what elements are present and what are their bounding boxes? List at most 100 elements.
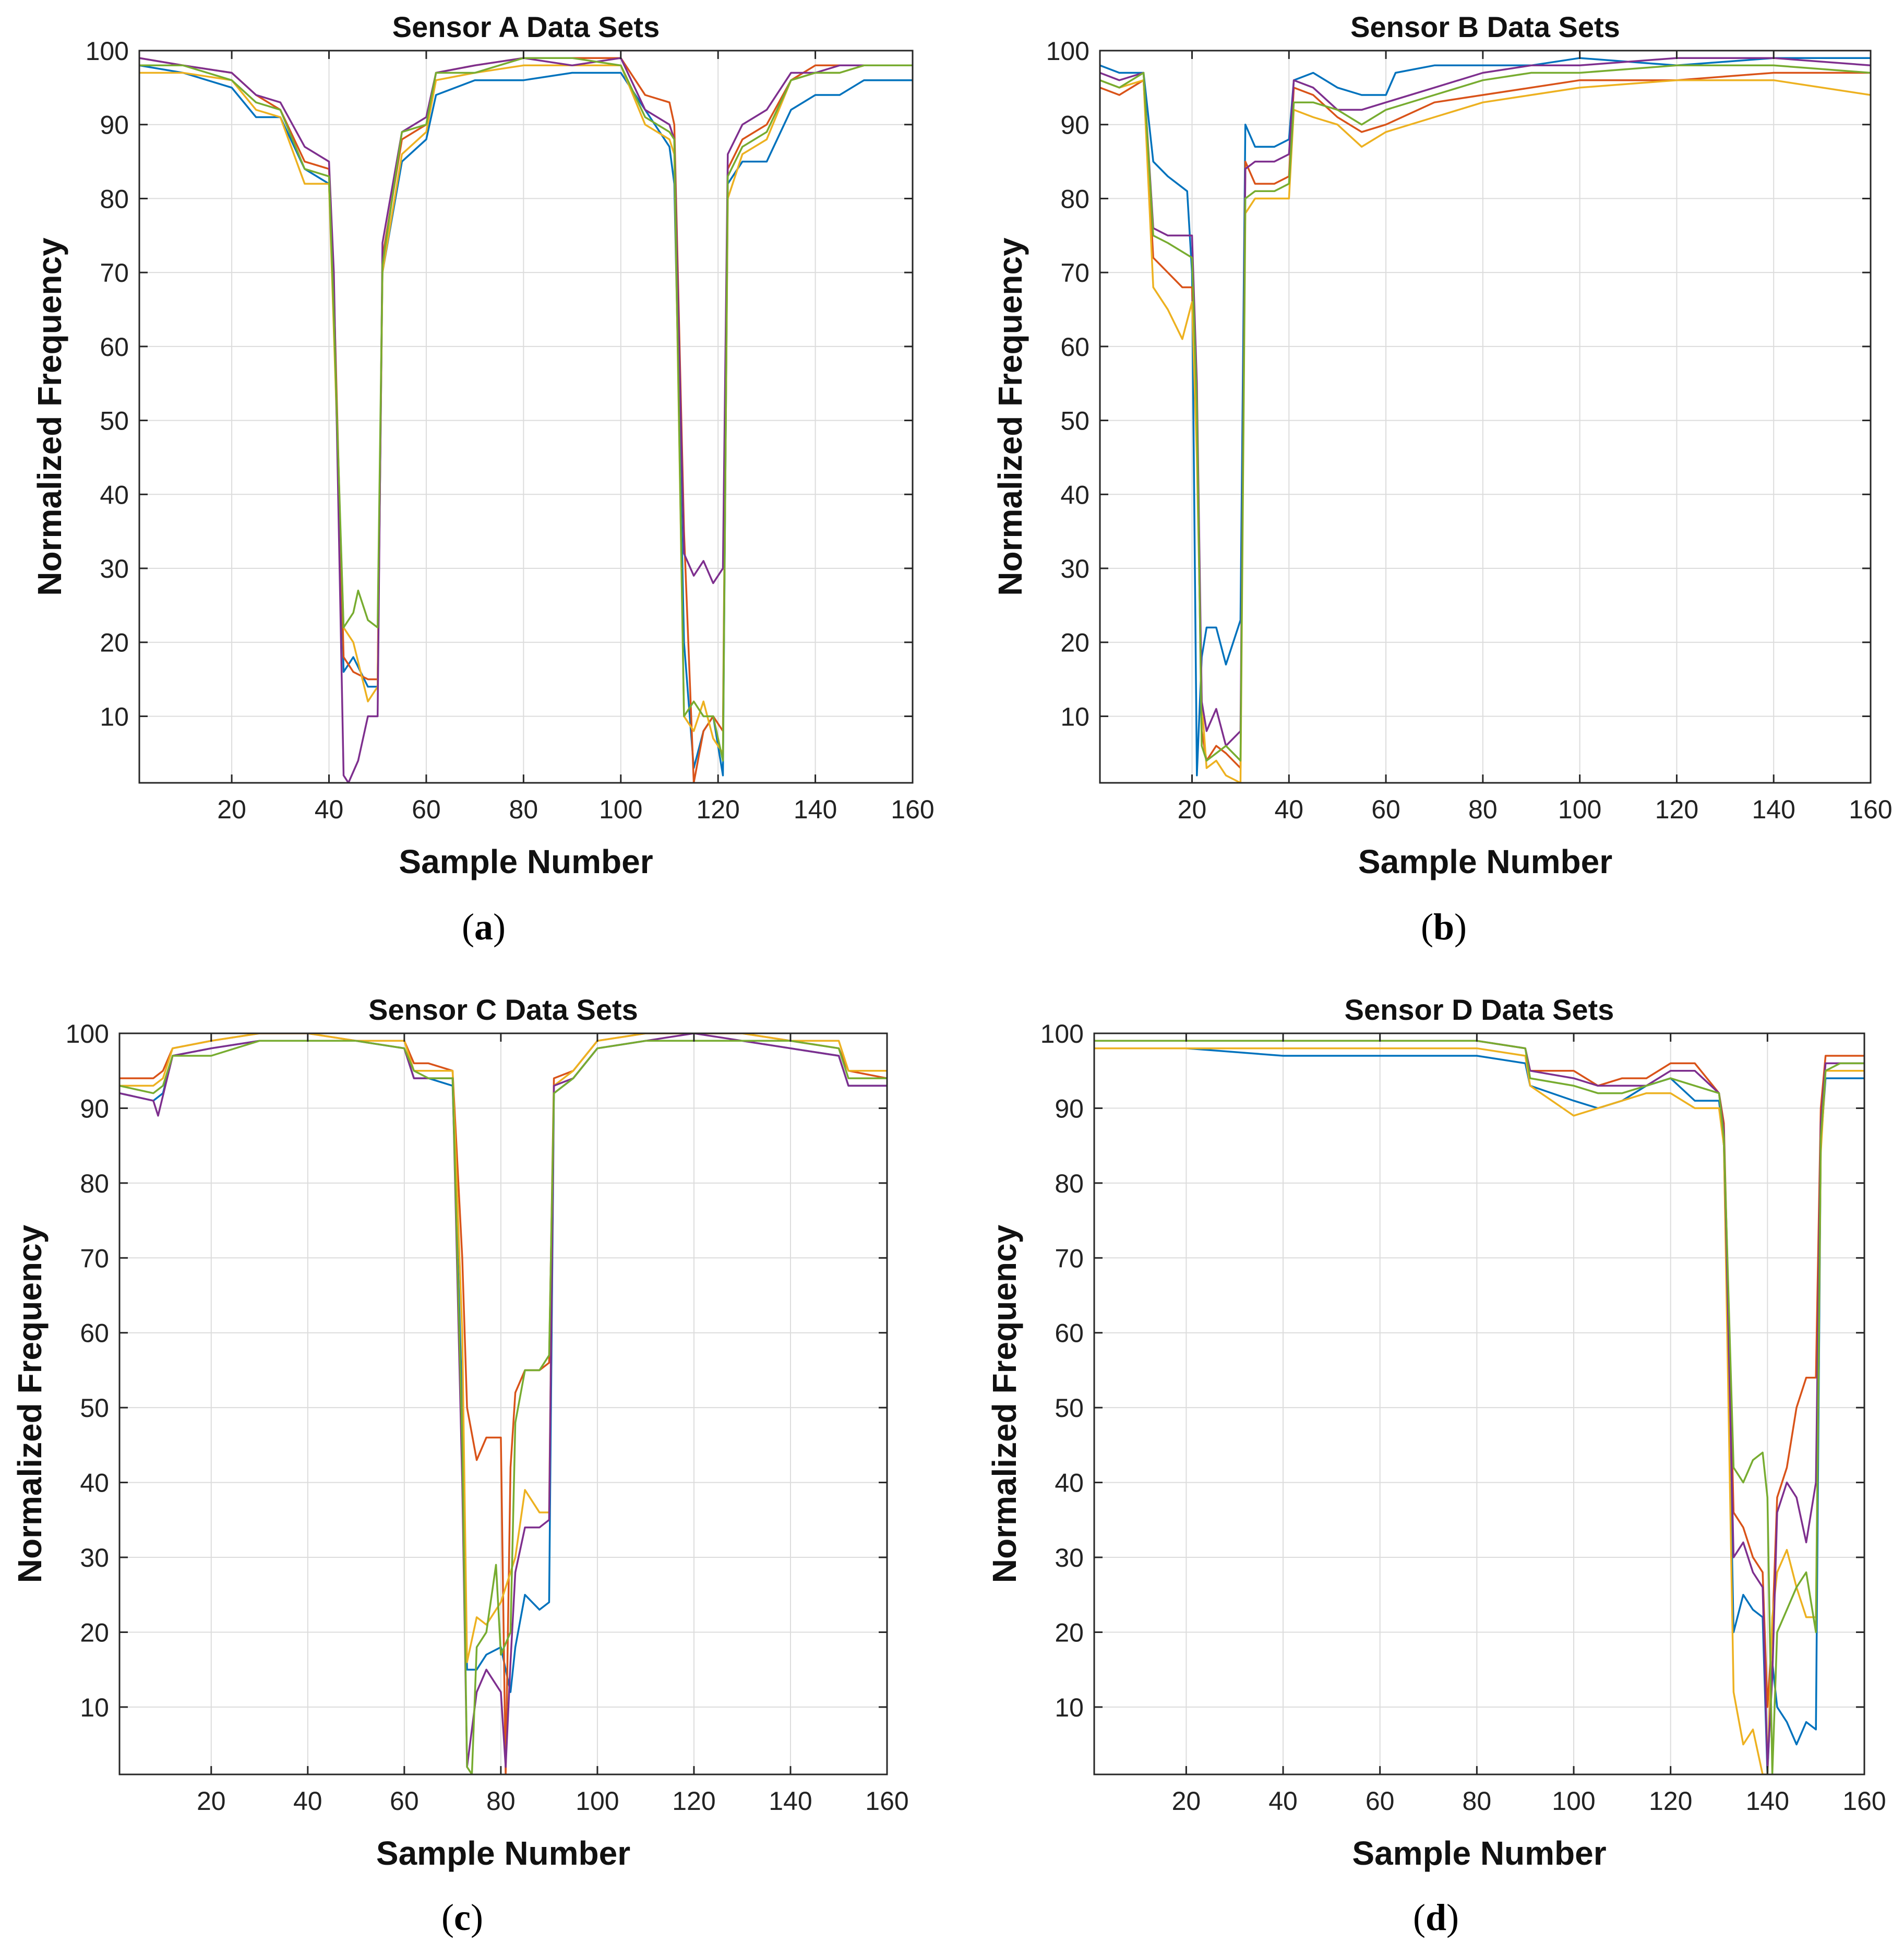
y-tick-label: 10 bbox=[80, 1693, 109, 1722]
series-group bbox=[1100, 57, 1871, 783]
x-tick-label: 40 bbox=[315, 795, 344, 824]
x-tick-label: 60 bbox=[1371, 795, 1400, 824]
series-line-3 bbox=[1094, 1047, 1864, 1774]
chart-c: 20 40 60 80 100 120 140 160 10 20 30 40 50 60 70 80 90 10… bbox=[11, 993, 909, 1938]
y-tick-label: 60 bbox=[80, 1319, 109, 1348]
y-tick-label: 80 bbox=[1060, 184, 1089, 213]
subfigure-caption: (d) bbox=[1413, 1897, 1459, 1938]
y-tick-label: 50 bbox=[1060, 407, 1089, 436]
x-axis-label: Sample Number bbox=[1358, 843, 1612, 880]
series-line-4 bbox=[1100, 57, 1871, 747]
x-axis-label: Sample Number bbox=[399, 843, 653, 880]
y-axis-label: Normalized Frequency bbox=[31, 237, 68, 596]
chart-title: Sensor C Data Sets bbox=[368, 993, 638, 1026]
series-line-5 bbox=[119, 1040, 887, 1774]
series-line-3 bbox=[139, 64, 913, 755]
axes-frame bbox=[118, 1032, 888, 1775]
series-group bbox=[1094, 1040, 1864, 1774]
y-tick-label: 20 bbox=[1060, 628, 1089, 658]
x-tick-label: 20 bbox=[197, 1786, 226, 1816]
series-line-2 bbox=[1100, 71, 1871, 769]
x-axis-label: Sample Number bbox=[376, 1834, 630, 1872]
y-tick-label: 70 bbox=[80, 1244, 109, 1273]
y-tick-label: 30 bbox=[80, 1543, 109, 1572]
series-line-5 bbox=[1094, 1040, 1864, 1774]
x-tick-label: 60 bbox=[390, 1786, 419, 1816]
x-tick-label: 120 bbox=[1655, 795, 1698, 824]
x-tick-label: 40 bbox=[1274, 795, 1303, 824]
y-tick-label: 70 bbox=[100, 258, 129, 288]
y-tick-label: 100 bbox=[1046, 37, 1089, 66]
y-tick-label: 50 bbox=[80, 1393, 109, 1423]
y-tick-label: 90 bbox=[100, 111, 129, 140]
y-axis-label: Normalized Frequency bbox=[11, 1224, 49, 1583]
y-tick-label: 80 bbox=[100, 184, 129, 213]
x-tick-label: 100 bbox=[576, 1786, 619, 1816]
x-tick-label: 120 bbox=[696, 795, 739, 824]
y-tick-label: 90 bbox=[1060, 111, 1089, 140]
x-tick-label: 20 bbox=[1172, 1786, 1201, 1816]
y-tick-label: 60 bbox=[1055, 1319, 1084, 1348]
subfigure-caption: (b) bbox=[1421, 906, 1467, 948]
x-tick-label: 80 bbox=[486, 1786, 516, 1816]
y-tick-label: 20 bbox=[80, 1618, 109, 1647]
x-tick-label: 140 bbox=[794, 795, 837, 824]
chart-b: 20 40 60 80 100 120 140 160 10 20 30 40 50 60 70 80 90 10… bbox=[991, 10, 1893, 948]
chart-d: 20 40 60 80 100 120 140 160 10 20 30 40 50 60 70 80 90 10… bbox=[986, 993, 1886, 1938]
y-axis-label: Normalized Frequency bbox=[986, 1224, 1023, 1583]
x-tick-label: 120 bbox=[672, 1786, 715, 1816]
x-tick-label: 100 bbox=[1558, 795, 1601, 824]
y-tick-label: 60 bbox=[100, 332, 129, 362]
series-group bbox=[119, 1033, 887, 1774]
x-tick-label: 100 bbox=[1552, 1786, 1595, 1816]
x-tick-label: 60 bbox=[1366, 1786, 1395, 1816]
y-tick-label: 20 bbox=[100, 628, 129, 658]
x-tick-label: 160 bbox=[1842, 1786, 1886, 1816]
x-tick-label: 80 bbox=[1463, 1786, 1492, 1816]
x-axis-label: Sample Number bbox=[1352, 1834, 1606, 1872]
y-tick-label: 60 bbox=[1060, 332, 1089, 362]
y-tick-label: 10 bbox=[100, 702, 129, 731]
subfigure-caption: (a) bbox=[462, 906, 506, 948]
y-tick-label: 100 bbox=[66, 1019, 109, 1048]
x-tick-label: 80 bbox=[509, 795, 538, 824]
series-line-1 bbox=[139, 64, 913, 777]
x-tick-label: 140 bbox=[1752, 795, 1795, 824]
y-tick-label: 50 bbox=[100, 407, 129, 436]
x-tick-label: 60 bbox=[412, 795, 441, 824]
plot-area bbox=[139, 51, 913, 783]
y-tick-label: 40 bbox=[1055, 1469, 1084, 1498]
series-line-2 bbox=[119, 1033, 887, 1774]
x-tick-label: 140 bbox=[769, 1786, 812, 1816]
x-tick-label: 20 bbox=[217, 795, 246, 824]
y-tick-label: 40 bbox=[100, 480, 129, 509]
plot-area bbox=[1100, 51, 1871, 783]
y-tick-label: 90 bbox=[1055, 1094, 1084, 1123]
x-tick-label: 80 bbox=[1468, 795, 1498, 824]
chart-title: Sensor A Data Sets bbox=[392, 10, 660, 43]
x-tick-label: 160 bbox=[1849, 795, 1892, 824]
y-tick-label: 100 bbox=[86, 37, 129, 66]
axes-frame bbox=[1099, 50, 1872, 784]
y-tick-label: 40 bbox=[80, 1469, 109, 1498]
y-tick-label: 30 bbox=[1055, 1543, 1084, 1572]
y-tick-label: 10 bbox=[1055, 1693, 1084, 1722]
x-tick-label: 100 bbox=[599, 795, 642, 824]
subfigure-caption: (c) bbox=[441, 1897, 483, 1938]
chart-title: Sensor D Data Sets bbox=[1345, 993, 1614, 1026]
y-axis-label: Normalized Frequency bbox=[991, 237, 1029, 596]
series-line-3 bbox=[1100, 79, 1871, 783]
x-tick-label: 120 bbox=[1649, 1786, 1692, 1816]
y-tick-label: 100 bbox=[1040, 1019, 1084, 1048]
chart-a: 20 40 60 80 100 120 140 160 10 20 30 40 50 60 70 80 90 10… bbox=[31, 10, 935, 948]
chart-title: Sensor B Data Sets bbox=[1350, 10, 1620, 43]
axes-frame bbox=[138, 50, 914, 784]
x-tick-label: 160 bbox=[891, 795, 934, 824]
y-tick-label: 70 bbox=[1055, 1244, 1084, 1273]
y-tick-label: 90 bbox=[80, 1094, 109, 1123]
series-line-3 bbox=[119, 1033, 887, 1663]
y-tick-label: 10 bbox=[1060, 702, 1089, 731]
y-tick-label: 30 bbox=[1060, 554, 1089, 583]
y-tick-label: 20 bbox=[1055, 1618, 1084, 1647]
